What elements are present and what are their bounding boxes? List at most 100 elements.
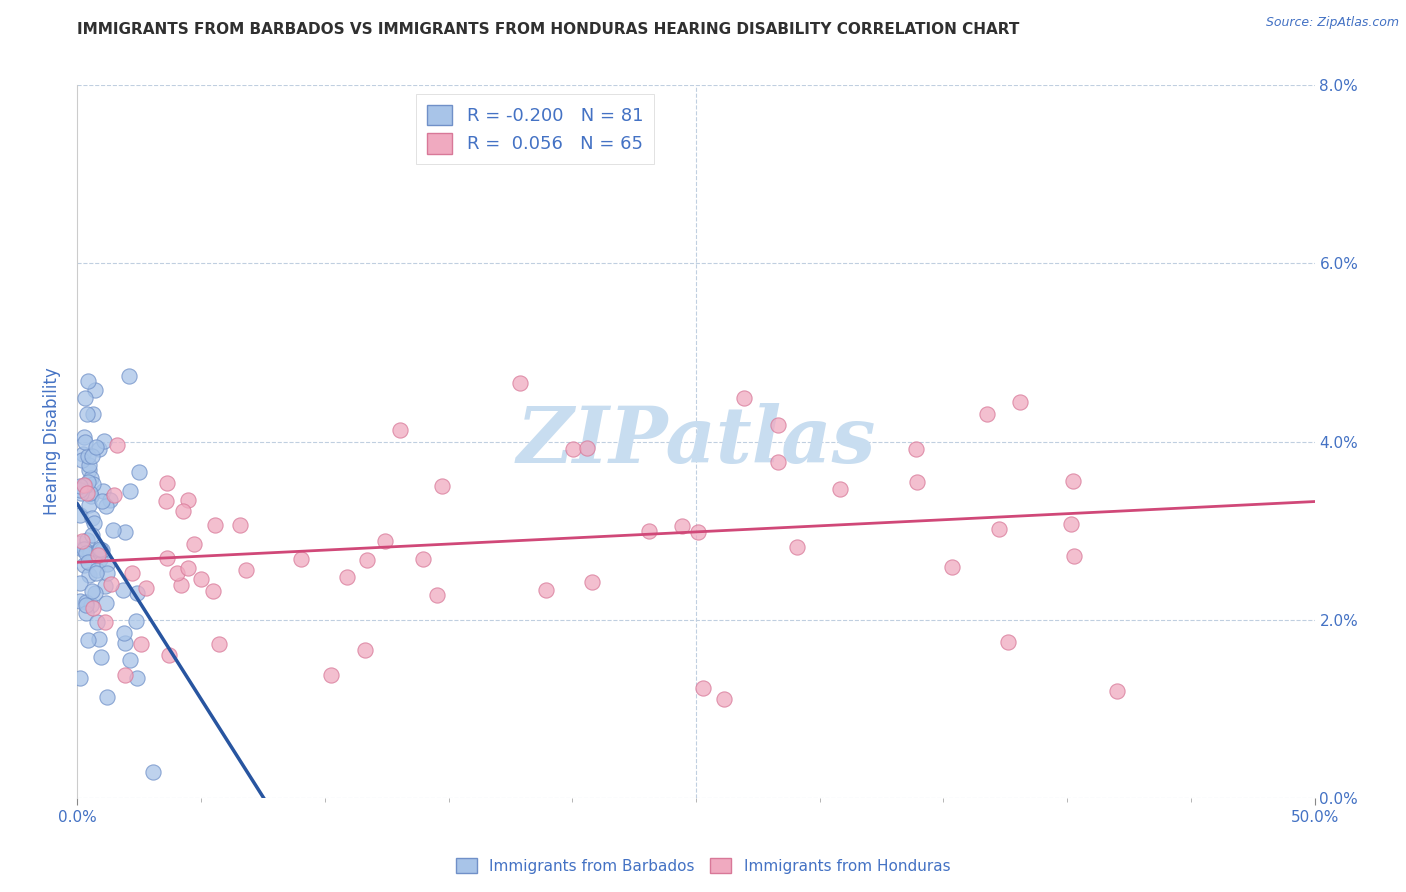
Point bbox=[356, 553, 378, 567]
Point bbox=[69, 508, 91, 523]
Point bbox=[426, 588, 449, 602]
Point bbox=[69, 536, 91, 550]
Point bbox=[83, 516, 105, 530]
Point bbox=[90, 650, 112, 665]
Point bbox=[235, 563, 257, 577]
Point bbox=[125, 671, 148, 685]
Point bbox=[76, 486, 98, 500]
Y-axis label: Hearing Disability: Hearing Disability bbox=[44, 368, 62, 516]
Point bbox=[120, 484, 142, 499]
Point bbox=[905, 442, 928, 456]
Point bbox=[128, 466, 150, 480]
Point bbox=[77, 498, 100, 512]
Point bbox=[354, 642, 377, 657]
Point bbox=[89, 542, 111, 557]
Point bbox=[77, 555, 100, 569]
Point bbox=[125, 615, 148, 629]
Point bbox=[1062, 474, 1084, 488]
Point bbox=[89, 552, 111, 566]
Point bbox=[561, 442, 583, 457]
Point bbox=[786, 540, 808, 554]
Point bbox=[905, 475, 928, 489]
Point bbox=[112, 626, 135, 640]
Point bbox=[125, 586, 148, 600]
Point bbox=[114, 636, 136, 650]
Point bbox=[177, 560, 200, 574]
Point bbox=[228, 518, 250, 533]
Point bbox=[77, 374, 100, 388]
Point bbox=[72, 478, 94, 492]
Point bbox=[204, 517, 226, 532]
Point bbox=[84, 586, 107, 600]
Point bbox=[156, 551, 179, 566]
Point bbox=[90, 543, 112, 558]
Point bbox=[997, 635, 1019, 649]
Legend: R = -0.200   N = 81, R =  0.056   N = 65: R = -0.200 N = 81, R = 0.056 N = 65 bbox=[416, 94, 654, 164]
Point bbox=[183, 537, 205, 551]
Point bbox=[156, 476, 179, 491]
Point bbox=[80, 471, 103, 485]
Point bbox=[374, 533, 396, 548]
Point bbox=[319, 668, 342, 682]
Point bbox=[75, 595, 97, 609]
Point bbox=[77, 475, 100, 490]
Point bbox=[96, 499, 118, 513]
Point bbox=[93, 434, 115, 448]
Point bbox=[1063, 549, 1085, 563]
Text: IMMIGRANTS FROM BARBADOS VS IMMIGRANTS FROM HONDURAS HEARING DISABILITY CORRELAT: IMMIGRANTS FROM BARBADOS VS IMMIGRANTS F… bbox=[77, 22, 1019, 37]
Text: ZIPatlas: ZIPatlas bbox=[516, 403, 876, 480]
Point bbox=[94, 595, 117, 609]
Point bbox=[637, 524, 659, 538]
Point bbox=[91, 494, 114, 508]
Point bbox=[69, 482, 91, 496]
Point bbox=[94, 579, 117, 593]
Point bbox=[84, 383, 107, 397]
Point bbox=[581, 574, 603, 589]
Point bbox=[135, 581, 157, 595]
Point bbox=[69, 483, 91, 497]
Point bbox=[96, 557, 118, 571]
Point bbox=[976, 407, 998, 421]
Point bbox=[76, 533, 98, 548]
Point bbox=[72, 534, 94, 549]
Point bbox=[87, 542, 110, 557]
Point bbox=[103, 488, 125, 502]
Point bbox=[290, 552, 312, 566]
Point bbox=[72, 447, 94, 461]
Point bbox=[96, 566, 118, 581]
Point bbox=[70, 542, 93, 557]
Point bbox=[686, 525, 709, 540]
Point bbox=[713, 692, 735, 706]
Point bbox=[1010, 394, 1032, 409]
Point bbox=[86, 440, 108, 454]
Point bbox=[208, 637, 231, 651]
Point bbox=[121, 566, 143, 580]
Point bbox=[73, 435, 96, 450]
Point bbox=[336, 570, 359, 584]
Point bbox=[84, 566, 107, 580]
Point bbox=[80, 511, 103, 525]
Point bbox=[155, 493, 177, 508]
Point bbox=[80, 528, 103, 542]
Point bbox=[87, 632, 110, 646]
Point bbox=[987, 523, 1010, 537]
Point bbox=[79, 546, 101, 560]
Point bbox=[80, 450, 103, 464]
Point bbox=[142, 764, 165, 779]
Point bbox=[432, 478, 454, 492]
Point bbox=[86, 562, 108, 576]
Point bbox=[79, 485, 101, 500]
Point bbox=[73, 541, 96, 556]
Point bbox=[190, 572, 212, 586]
Point bbox=[75, 598, 97, 612]
Point bbox=[82, 407, 104, 421]
Point bbox=[69, 479, 91, 493]
Point bbox=[114, 524, 136, 539]
Point bbox=[201, 584, 224, 599]
Point bbox=[82, 601, 104, 615]
Point bbox=[1060, 517, 1083, 532]
Point bbox=[170, 578, 193, 592]
Point bbox=[87, 548, 110, 562]
Point bbox=[575, 442, 598, 456]
Point bbox=[768, 417, 790, 432]
